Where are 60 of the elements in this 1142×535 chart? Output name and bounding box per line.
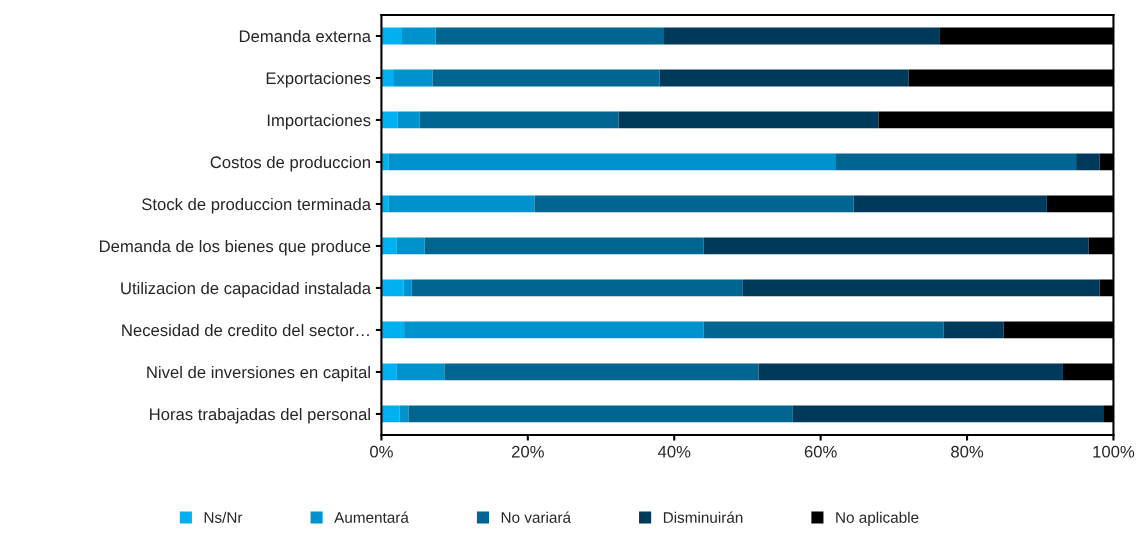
bar [424,237,704,255]
bar [419,111,619,129]
y-tick-label: Stock de produccion terminada [142,197,372,214]
bar [381,237,397,255]
bar [381,279,404,297]
bar [404,321,704,339]
x-tick-label: 0% [370,445,393,458]
y-tick-label: Utilizacion de capacidad instalada [121,281,372,298]
y-tick-label: Demanda externa [239,29,372,43]
bar [792,405,1104,423]
bar [943,321,1004,339]
x-tick-label: 80% [951,445,984,458]
x-tick-label: 20% [511,445,544,458]
bar [853,195,1047,213]
x-tick-label: 60% [804,445,837,458]
bar [381,405,400,423]
bar [444,363,759,381]
bar [381,363,397,381]
y-tick-label: Demanda de los bienes que produce [99,239,371,256]
bar [381,321,405,339]
bar [618,111,879,129]
bar [703,237,1089,255]
y-tick-label: Nivel de inversiones en capital [147,365,370,382]
bar [393,69,433,87]
bar [381,195,389,213]
bar [388,153,837,171]
y-tick-label: Importaciones [267,113,371,130]
bar [432,69,660,87]
bar [534,195,854,213]
bar [381,27,402,45]
bar [408,405,793,423]
bar [381,111,398,129]
bar [758,363,1063,381]
y-tick-label: Costos de produccion [210,155,370,172]
legend-label: No variará [501,511,572,523]
legend-label: Disminuirán [663,511,743,523]
bar [663,27,940,45]
bar [742,279,1100,297]
x-tick-label: 100% [1093,445,1135,458]
bar [435,27,664,45]
bar [411,279,743,297]
bar [397,111,420,129]
bar [836,153,1077,171]
bar [388,195,535,213]
y-tick-label: Necesidad de credito del sector… [122,323,369,337]
bar [1076,153,1100,171]
legend-label: Ns/Nr [204,511,243,523]
y-tick-label: Horas trabajadas del personal [150,407,370,424]
bar [399,405,409,423]
legend-label: Aumentará [334,511,409,523]
bar [659,69,909,87]
bar [396,237,425,255]
y-tick-label: Exportaciones [266,71,371,88]
bar [403,279,412,297]
bar [381,153,389,171]
bar [401,27,436,45]
x-tick-label: 40% [657,445,691,458]
legend-label: No aplicable [836,511,919,526]
bar [703,321,944,339]
bar [396,363,445,381]
